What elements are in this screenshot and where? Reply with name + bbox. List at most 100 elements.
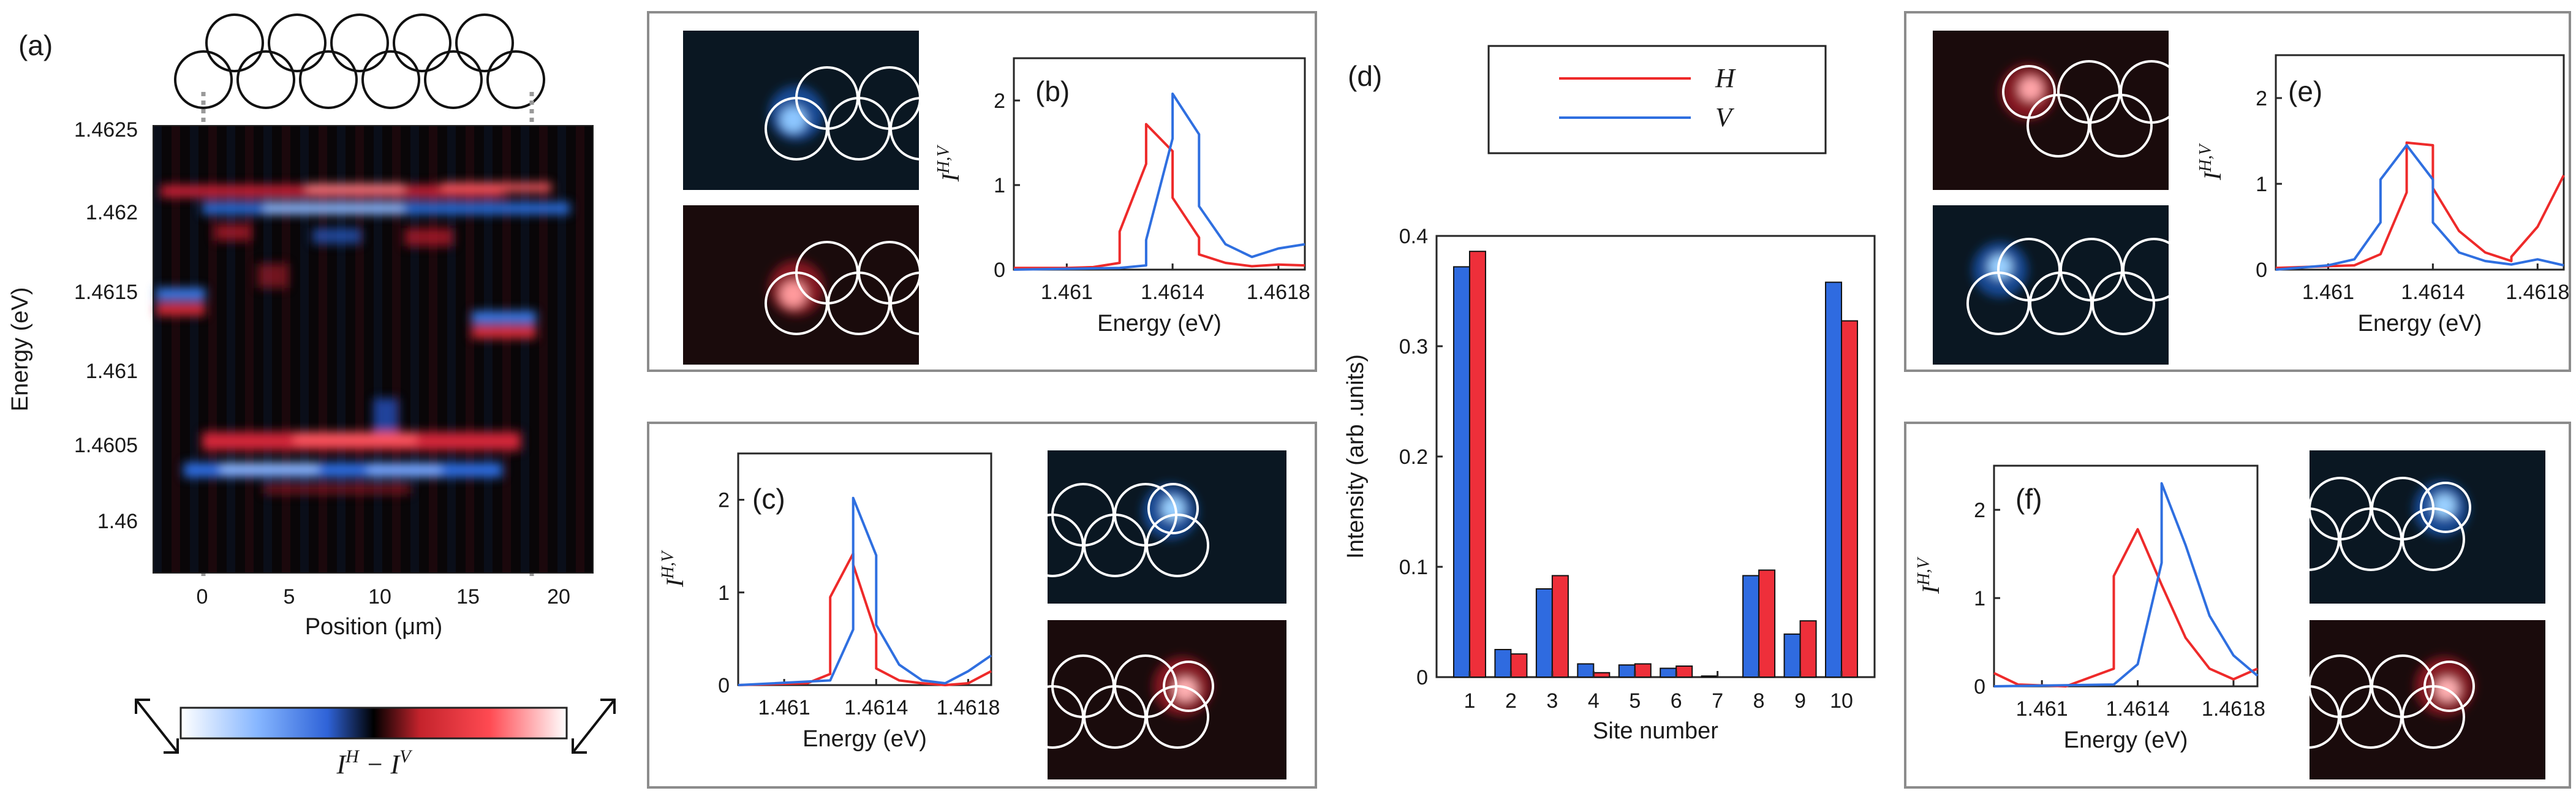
x-tick-label: 9 bbox=[1794, 689, 1806, 713]
bar-H bbox=[1634, 663, 1652, 678]
x-axis-label: Site number bbox=[1593, 718, 1718, 744]
map-xtick: 20 bbox=[547, 585, 570, 608]
heatmap-stripe bbox=[484, 126, 493, 573]
legend-label-H: H bbox=[1715, 63, 1736, 93]
map-xtick: 15 bbox=[456, 585, 480, 608]
bar-H bbox=[1799, 620, 1817, 678]
site-overlay-circles bbox=[765, 66, 953, 161]
plot-area bbox=[1435, 235, 1876, 678]
bar-H bbox=[1468, 251, 1486, 678]
y-tick-label: 2 bbox=[718, 489, 730, 512]
site-overlay-circles bbox=[2276, 477, 2471, 571]
y-axis-label: IH,V bbox=[1914, 556, 1944, 594]
panel-label-e: (e) bbox=[2288, 75, 2322, 107]
heatmap-stripe bbox=[153, 126, 162, 573]
x-tick-label: 1.4614 bbox=[2401, 281, 2465, 304]
double-arrow-icon bbox=[135, 699, 179, 754]
y-tick-label: 1 bbox=[2256, 173, 2267, 196]
heatmap-band-H bbox=[404, 228, 453, 246]
x-tick-label: 1 bbox=[1464, 689, 1476, 713]
camera-image-V bbox=[1933, 205, 2186, 365]
camera-image-H bbox=[1021, 620, 1286, 779]
panel-label-c: (c) bbox=[752, 483, 785, 515]
heatmap-band-V bbox=[368, 464, 441, 476]
x-axis-label: Energy (eV) bbox=[2358, 311, 2482, 336]
heatmap-band-H bbox=[472, 326, 536, 338]
heatmap-band-H bbox=[156, 303, 205, 316]
panel-b: 0 1 2 1.461 1.4614 1.4618 Energy (eV) IH,V (b) bbox=[647, 11, 1317, 372]
chain-site-circle bbox=[299, 50, 358, 109]
colorbar-gradient bbox=[179, 707, 568, 740]
x-tick-label: 1.461 bbox=[758, 696, 810, 719]
heatmap-band-V bbox=[156, 288, 205, 300]
panel-c: 0 1 2 1.461 1.4614 1.4618 Energy (eV) IH,V (c) bbox=[647, 422, 1317, 789]
map-xtick: 10 bbox=[368, 585, 391, 608]
x-tick-label: 1.4618 bbox=[936, 696, 1000, 719]
bar-V bbox=[1618, 664, 1636, 678]
plot-area bbox=[1013, 57, 1306, 271]
bar-H bbox=[1841, 320, 1859, 678]
heatmap-stripe bbox=[374, 126, 382, 573]
panel-e: 0 1 2 1.461 1.4614 1.4618 Energy (eV) IH,V (e) bbox=[1904, 11, 2571, 372]
x-tick-label: 1.4618 bbox=[1247, 281, 1310, 304]
colorbar: IH − IV bbox=[135, 699, 616, 779]
panel-d: (d) H V 0 0.1 0.2 0.3 0.4 1 2 3 4 5 6 7 8 9 10 Site num… bbox=[1343, 45, 1876, 744]
panel-label-a: (a) bbox=[18, 29, 53, 61]
x-tick-label: 1.4614 bbox=[844, 696, 908, 719]
x-tick-label: 1.4614 bbox=[2106, 697, 2170, 721]
heatmap-band-H bbox=[214, 224, 251, 241]
chain-site-circle bbox=[205, 13, 264, 72]
site-overlay-circles bbox=[2276, 654, 2475, 749]
heatmap-stripe bbox=[557, 126, 566, 573]
x-tick-label: 1.4618 bbox=[2506, 281, 2569, 304]
x-tick-label: 8 bbox=[1753, 689, 1765, 713]
heatmap-band-H bbox=[294, 433, 417, 445]
site-overlay-circles bbox=[765, 241, 953, 335]
heatmap-stripe bbox=[521, 126, 529, 573]
heatmap-band-V bbox=[472, 311, 536, 324]
series-line-V bbox=[738, 496, 992, 686]
x-tick-label: 1.4618 bbox=[2202, 697, 2265, 721]
heatmap-stripe bbox=[539, 126, 548, 573]
map-ytick: 1.461 bbox=[86, 360, 138, 383]
bar-V bbox=[1742, 575, 1760, 678]
y-tick-label: 0 bbox=[1416, 666, 1428, 689]
legend-box bbox=[1487, 45, 1827, 154]
camera-image-V bbox=[683, 31, 953, 190]
bar-H bbox=[1551, 575, 1569, 678]
bar-V bbox=[1660, 667, 1677, 678]
heatmap-background bbox=[153, 126, 593, 573]
panel-frame bbox=[1904, 11, 2571, 372]
legend-label-V: V bbox=[1715, 102, 1735, 132]
bar-chart-d: 0 0.1 0.2 0.3 0.4 1 2 3 4 5 6 7 8 9 10 Site number Inten… bbox=[1343, 225, 1876, 744]
camera-image-H bbox=[2276, 620, 2545, 779]
y-tick-label: 0 bbox=[2256, 259, 2267, 282]
bar-V bbox=[1825, 281, 1843, 678]
panel-label-b: (b) bbox=[1035, 75, 1070, 107]
heatmap-band-V bbox=[263, 203, 404, 213]
spectrum-plot-c: 0 1 2 1.461 1.4614 1.4618 Energy (eV) IH,V (c) bbox=[659, 452, 1000, 752]
bar-V bbox=[1701, 675, 1718, 678]
bar-H bbox=[1510, 653, 1528, 678]
y-axis-label: IH,V bbox=[659, 550, 689, 588]
chain-site-circle bbox=[330, 13, 389, 72]
spectrum-plot-b: 0 1 2 1.461 1.4614 1.4618 Energy (eV) IH,V (b) bbox=[934, 57, 1310, 336]
bar-V bbox=[1535, 588, 1553, 678]
x-tick-label: 1.461 bbox=[2016, 697, 2068, 721]
y-tick-label: 0.2 bbox=[1399, 445, 1428, 469]
bar-V bbox=[1494, 649, 1512, 678]
x-axis-label: Energy (eV) bbox=[2064, 727, 2188, 753]
chain-site-circle bbox=[455, 13, 514, 72]
y-tick-label: 1 bbox=[1974, 587, 1985, 610]
y-tick-label: 2 bbox=[994, 89, 1005, 113]
x-tick-label: 3 bbox=[1546, 689, 1558, 713]
map-xlabel: Position (μm) bbox=[305, 614, 443, 640]
heatmap-stripe bbox=[466, 126, 474, 573]
bar-V bbox=[1452, 266, 1470, 678]
series-line-H bbox=[1014, 123, 1305, 270]
heatmap-band-V bbox=[374, 398, 398, 435]
y-tick-label: 0 bbox=[718, 674, 730, 697]
plot-area bbox=[1993, 464, 2259, 688]
x-tick-label: 1.4614 bbox=[1141, 281, 1204, 304]
y-tick-label: 0 bbox=[1974, 675, 1985, 699]
